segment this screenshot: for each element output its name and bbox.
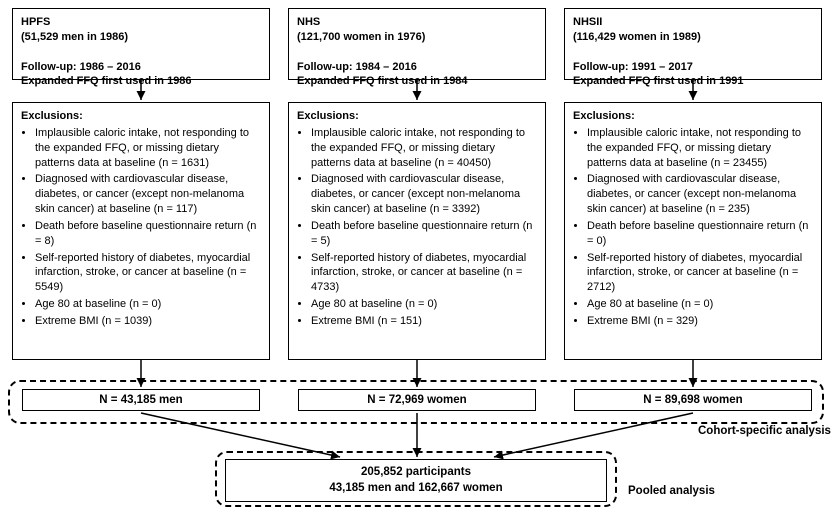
head-line: (51,529 men in 1986) xyxy=(21,30,261,45)
exclusion-item: Extreme BMI (n = 329) xyxy=(587,314,813,329)
head-line: Expanded FFQ first used in 1991 xyxy=(573,74,813,89)
head-line: Expanded FFQ first used in 1984 xyxy=(297,74,537,89)
exclusion-item: Implausible caloric intake, not respondi… xyxy=(35,126,261,171)
head-line xyxy=(573,45,813,60)
cohort-column-hpfs: HPFS (51,529 men in 1986) Follow-up: 198… xyxy=(12,8,270,80)
n-value: N = 72,969 women xyxy=(367,394,466,406)
exclusion-item: Age 80 at baseline (n = 0) xyxy=(587,297,813,312)
head-line: NHS xyxy=(297,15,537,30)
n-box-nhs: N = 72,969 women xyxy=(298,389,536,411)
exclusion-item: Extreme BMI (n = 151) xyxy=(311,314,537,329)
exclusions-title: Exclusions: xyxy=(21,109,261,124)
exclusion-item: Self-reported history of diabetes, myoca… xyxy=(35,251,261,296)
n-box-hpfs: N = 43,185 men xyxy=(22,389,260,411)
head-line: (121,700 women in 1976) xyxy=(297,30,537,45)
exclusions-list: Implausible caloric intake, not respondi… xyxy=(297,126,537,329)
label-pooled: Pooled analysis xyxy=(628,485,715,497)
cohort-head-box: HPFS (51,529 men in 1986) Follow-up: 198… xyxy=(12,8,270,80)
exclusion-item: Diagnosed with cardiovascular disease, d… xyxy=(35,172,261,217)
cohort-head-box: NHSII (116,429 women in 1989) Follow-up:… xyxy=(564,8,822,80)
pooled-line1: 205,852 participants xyxy=(226,465,606,481)
exclusion-item: Age 80 at baseline (n = 0) xyxy=(311,297,537,312)
exclusions-title: Exclusions: xyxy=(297,109,537,124)
exclusions-box-nhsii: Exclusions: Implausible caloric intake, … xyxy=(564,102,822,360)
exclusion-item: Age 80 at baseline (n = 0) xyxy=(35,297,261,312)
exclusion-item: Implausible caloric intake, not respondi… xyxy=(311,126,537,171)
exclusion-item: Death before baseline questionnaire retu… xyxy=(35,219,261,249)
exclusion-item: Death before baseline questionnaire retu… xyxy=(587,219,813,249)
head-line xyxy=(21,45,261,60)
head-line xyxy=(297,45,537,60)
cohort-column-nhsii: NHSII (116,429 women in 1989) Follow-up:… xyxy=(564,8,822,80)
n-value: N = 89,698 women xyxy=(643,394,742,406)
head-line: (116,429 women in 1989) xyxy=(573,30,813,45)
exclusions-box-hpfs: Exclusions: Implausible caloric intake, … xyxy=(12,102,270,360)
exclusions-list: Implausible caloric intake, not respondi… xyxy=(21,126,261,329)
cohort-head-box: NHS (121,700 women in 1976) Follow-up: 1… xyxy=(288,8,546,80)
exclusion-item: Self-reported history of diabetes, myoca… xyxy=(587,251,813,296)
exclusion-item: Diagnosed with cardiovascular disease, d… xyxy=(587,172,813,217)
head-line: HPFS xyxy=(21,15,261,30)
exclusion-item: Implausible caloric intake, not respondi… xyxy=(587,126,813,171)
head-line: Follow-up: 1991 – 2017 xyxy=(573,60,813,75)
head-line: Expanded FFQ first used in 1986 xyxy=(21,74,261,89)
pooled-line2: 43,185 men and 162,667 women xyxy=(226,481,606,497)
exclusions-list: Implausible caloric intake, not respondi… xyxy=(573,126,813,329)
exclusion-item: Death before baseline questionnaire retu… xyxy=(311,219,537,249)
exclusion-item: Extreme BMI (n = 1039) xyxy=(35,314,261,329)
exclusions-box-nhs: Exclusions: Implausible caloric intake, … xyxy=(288,102,546,360)
head-line: Follow-up: 1986 – 2016 xyxy=(21,60,261,75)
exclusion-item: Diagnosed with cardiovascular disease, d… xyxy=(311,172,537,217)
n-box-nhsii: N = 89,698 women xyxy=(574,389,812,411)
cohort-column-nhs: NHS (121,700 women in 1976) Follow-up: 1… xyxy=(288,8,546,80)
head-line: Follow-up: 1984 – 2016 xyxy=(297,60,537,75)
exclusion-item: Self-reported history of diabetes, myoca… xyxy=(311,251,537,296)
exclusions-title: Exclusions: xyxy=(573,109,813,124)
n-value: N = 43,185 men xyxy=(99,394,182,406)
head-line: NHSII xyxy=(573,15,813,30)
pooled-box: 205,852 participants 43,185 men and 162,… xyxy=(225,459,607,502)
label-cohort-specific: Cohort-specific analysis xyxy=(698,425,831,437)
